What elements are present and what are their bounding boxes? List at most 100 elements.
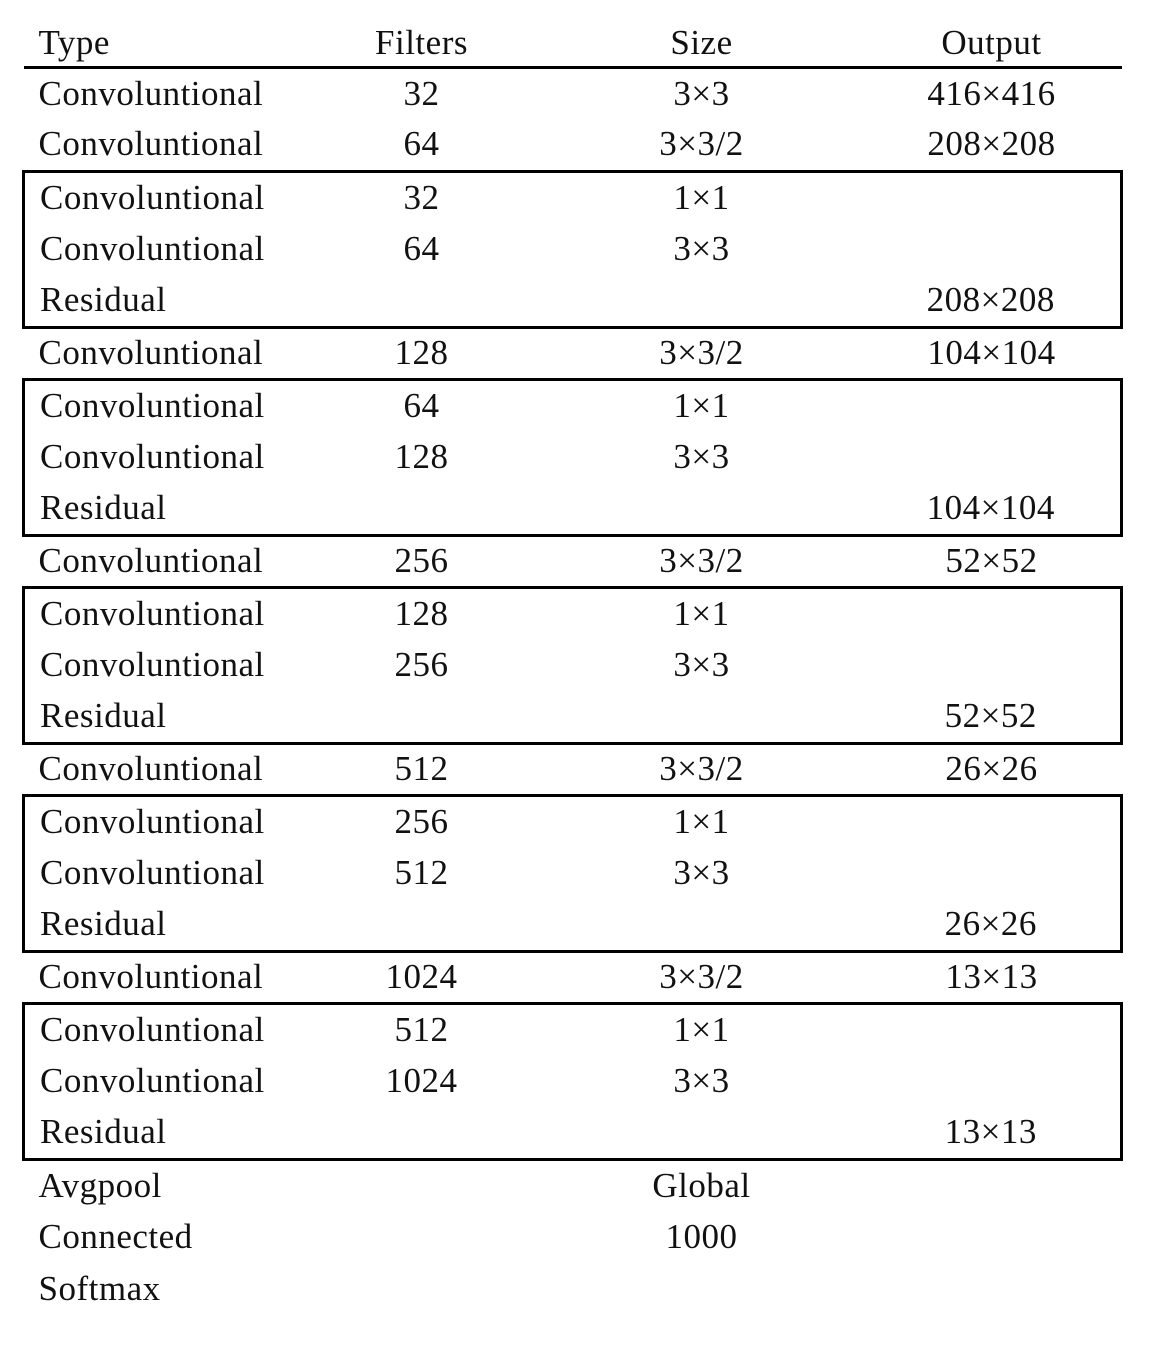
table-row: Avgpool Global: [24, 1159, 1122, 1211]
residual-block-row: Residual 208×208: [22, 275, 1123, 329]
residual-block-row: Convoluntional 128 1×1: [22, 585, 1123, 639]
table-header: Type Filters Size Output: [23, 20, 1122, 69]
cell-size: 1×1: [541, 1001, 862, 1055]
column-header-filters: Filters: [301, 20, 542, 69]
table-row: Convoluntional 32 3×3 416×416: [24, 67, 1122, 119]
network-architecture-table: Type Filters Size Output Convoluntional 3…: [22, 20, 1123, 1315]
residual-block-row: Convoluntional 256 1×1: [22, 793, 1123, 847]
cell-filters: 64: [403, 229, 440, 268]
cell-filters: 32: [301, 169, 542, 223]
residual-block-row: Convoluntional 64 3×3: [22, 223, 1123, 275]
cell-size: 3×3: [673, 1061, 730, 1100]
table-row: Convoluntional 1024 3×3/2 13×13: [24, 951, 1122, 1003]
residual-block-row: Convoluntional 512 1×1: [22, 1001, 1123, 1055]
table-row: Softmax: [24, 1263, 1122, 1315]
cell-size: 1000: [665, 1217, 738, 1256]
cell-size: 1×1: [541, 377, 862, 431]
cell-output: [861, 847, 1123, 899]
cell-size: 3×3/2: [659, 749, 744, 788]
cell-output: 13×13: [861, 1107, 1123, 1161]
cell-output: 52×52: [945, 541, 1038, 580]
cell-filters: 1024: [385, 957, 458, 996]
cell-filters: [301, 1107, 542, 1161]
cell-size: [541, 899, 862, 953]
cell-output: 13×13: [945, 957, 1038, 996]
residual-block-row: Residual 104×104: [22, 483, 1123, 537]
cell-filters: 128: [394, 437, 449, 476]
cell-size: 3×3: [673, 645, 730, 684]
cell-filters: 64: [403, 124, 440, 164]
residual-block-row: Convoluntional 1024 3×3: [22, 1055, 1123, 1107]
cell-type: Convoluntional: [22, 847, 302, 899]
cell-filters: 512: [301, 1001, 542, 1055]
cell-filters: 32: [403, 73, 440, 113]
column-header-size: Size: [541, 20, 862, 69]
table-row: Convoluntional 512 3×3/2 26×26: [24, 743, 1122, 795]
cell-size: 3×3/2: [659, 957, 744, 996]
cell-filters: [301, 899, 542, 953]
cell-filters: 64: [301, 377, 542, 431]
cell-filters: 1024: [385, 1061, 458, 1100]
cell-output: 208×208: [861, 275, 1123, 329]
cell-size: [541, 691, 862, 745]
cell-output: [861, 223, 1123, 275]
cell-filters: 256: [394, 645, 449, 684]
cell-output: [861, 377, 1123, 431]
cell-filters: [302, 1263, 542, 1315]
residual-block-row: Convoluntional 32 1×1: [22, 169, 1123, 223]
table-row: Convoluntional 256 3×3/2 52×52: [24, 535, 1122, 587]
cell-output: 208×208: [927, 124, 1056, 164]
cell-type: Convoluntional: [38, 957, 264, 996]
cell-type: Convoluntional: [38, 541, 264, 580]
cell-filters: [301, 691, 542, 745]
cell-output: 26×26: [945, 749, 1038, 788]
cell-size: 1×1: [541, 169, 862, 223]
cell-output: 104×104: [861, 483, 1123, 537]
cell-type: Residual: [22, 899, 302, 953]
table-row: Convoluntional 64 3×3/2 208×208: [24, 119, 1122, 171]
residual-block-row: Residual 13×13: [22, 1107, 1123, 1161]
residual-block-row: Convoluntional 64 1×1: [22, 377, 1123, 431]
cell-size: 3×3/2: [659, 124, 744, 164]
cell-size: [541, 483, 862, 537]
cell-filters: [301, 483, 542, 537]
cell-output: [861, 1055, 1123, 1107]
cell-type: Avgpool: [38, 1165, 162, 1205]
cell-output: [861, 793, 1123, 847]
cell-type: Convoluntional: [22, 431, 302, 483]
cell-filters: 512: [394, 853, 449, 892]
cell-size: 3×3: [673, 437, 730, 476]
cell-output: [861, 169, 1123, 223]
cell-type: Connected: [38, 1217, 193, 1256]
cell-type: Residual: [22, 275, 302, 329]
cell-type: Convoluntional: [22, 585, 302, 639]
cell-size: 3×3: [673, 853, 730, 892]
cell-size: 3×3: [673, 229, 730, 268]
cell-filters: [302, 1159, 542, 1211]
table-row: Connected 1000: [24, 1211, 1122, 1263]
document-page: Type Filters Size Output Convoluntional 3…: [22, 20, 1123, 1315]
cell-size: 1×1: [541, 793, 862, 847]
cell-type: Convoluntional: [22, 377, 302, 431]
cell-output: [861, 585, 1123, 639]
cell-filters: 128: [301, 585, 542, 639]
header-row: Type Filters Size Output: [23, 20, 1122, 69]
cell-type: Convoluntional: [38, 749, 264, 788]
cell-output: [861, 1001, 1123, 1055]
residual-block-row: Convoluntional 256 3×3: [22, 639, 1123, 691]
cell-type: Convoluntional: [38, 73, 264, 113]
cell-output: 104×104: [927, 333, 1056, 372]
residual-block-row: Convoluntional 128 3×3: [22, 431, 1123, 483]
cell-size: 3×3/2: [659, 333, 744, 372]
cell-type: Convoluntional: [22, 169, 302, 223]
cell-output: 416×416: [927, 73, 1056, 113]
cell-filters: 256: [394, 541, 449, 580]
cell-filters: [302, 1211, 542, 1263]
cell-type: Softmax: [38, 1269, 161, 1308]
cell-type: Convoluntional: [38, 124, 264, 164]
cell-size: Global: [652, 1165, 751, 1205]
cell-size: 3×3: [673, 73, 730, 113]
cell-output: [862, 1159, 1122, 1211]
cell-output: 26×26: [861, 899, 1123, 953]
cell-size: [541, 1107, 862, 1161]
